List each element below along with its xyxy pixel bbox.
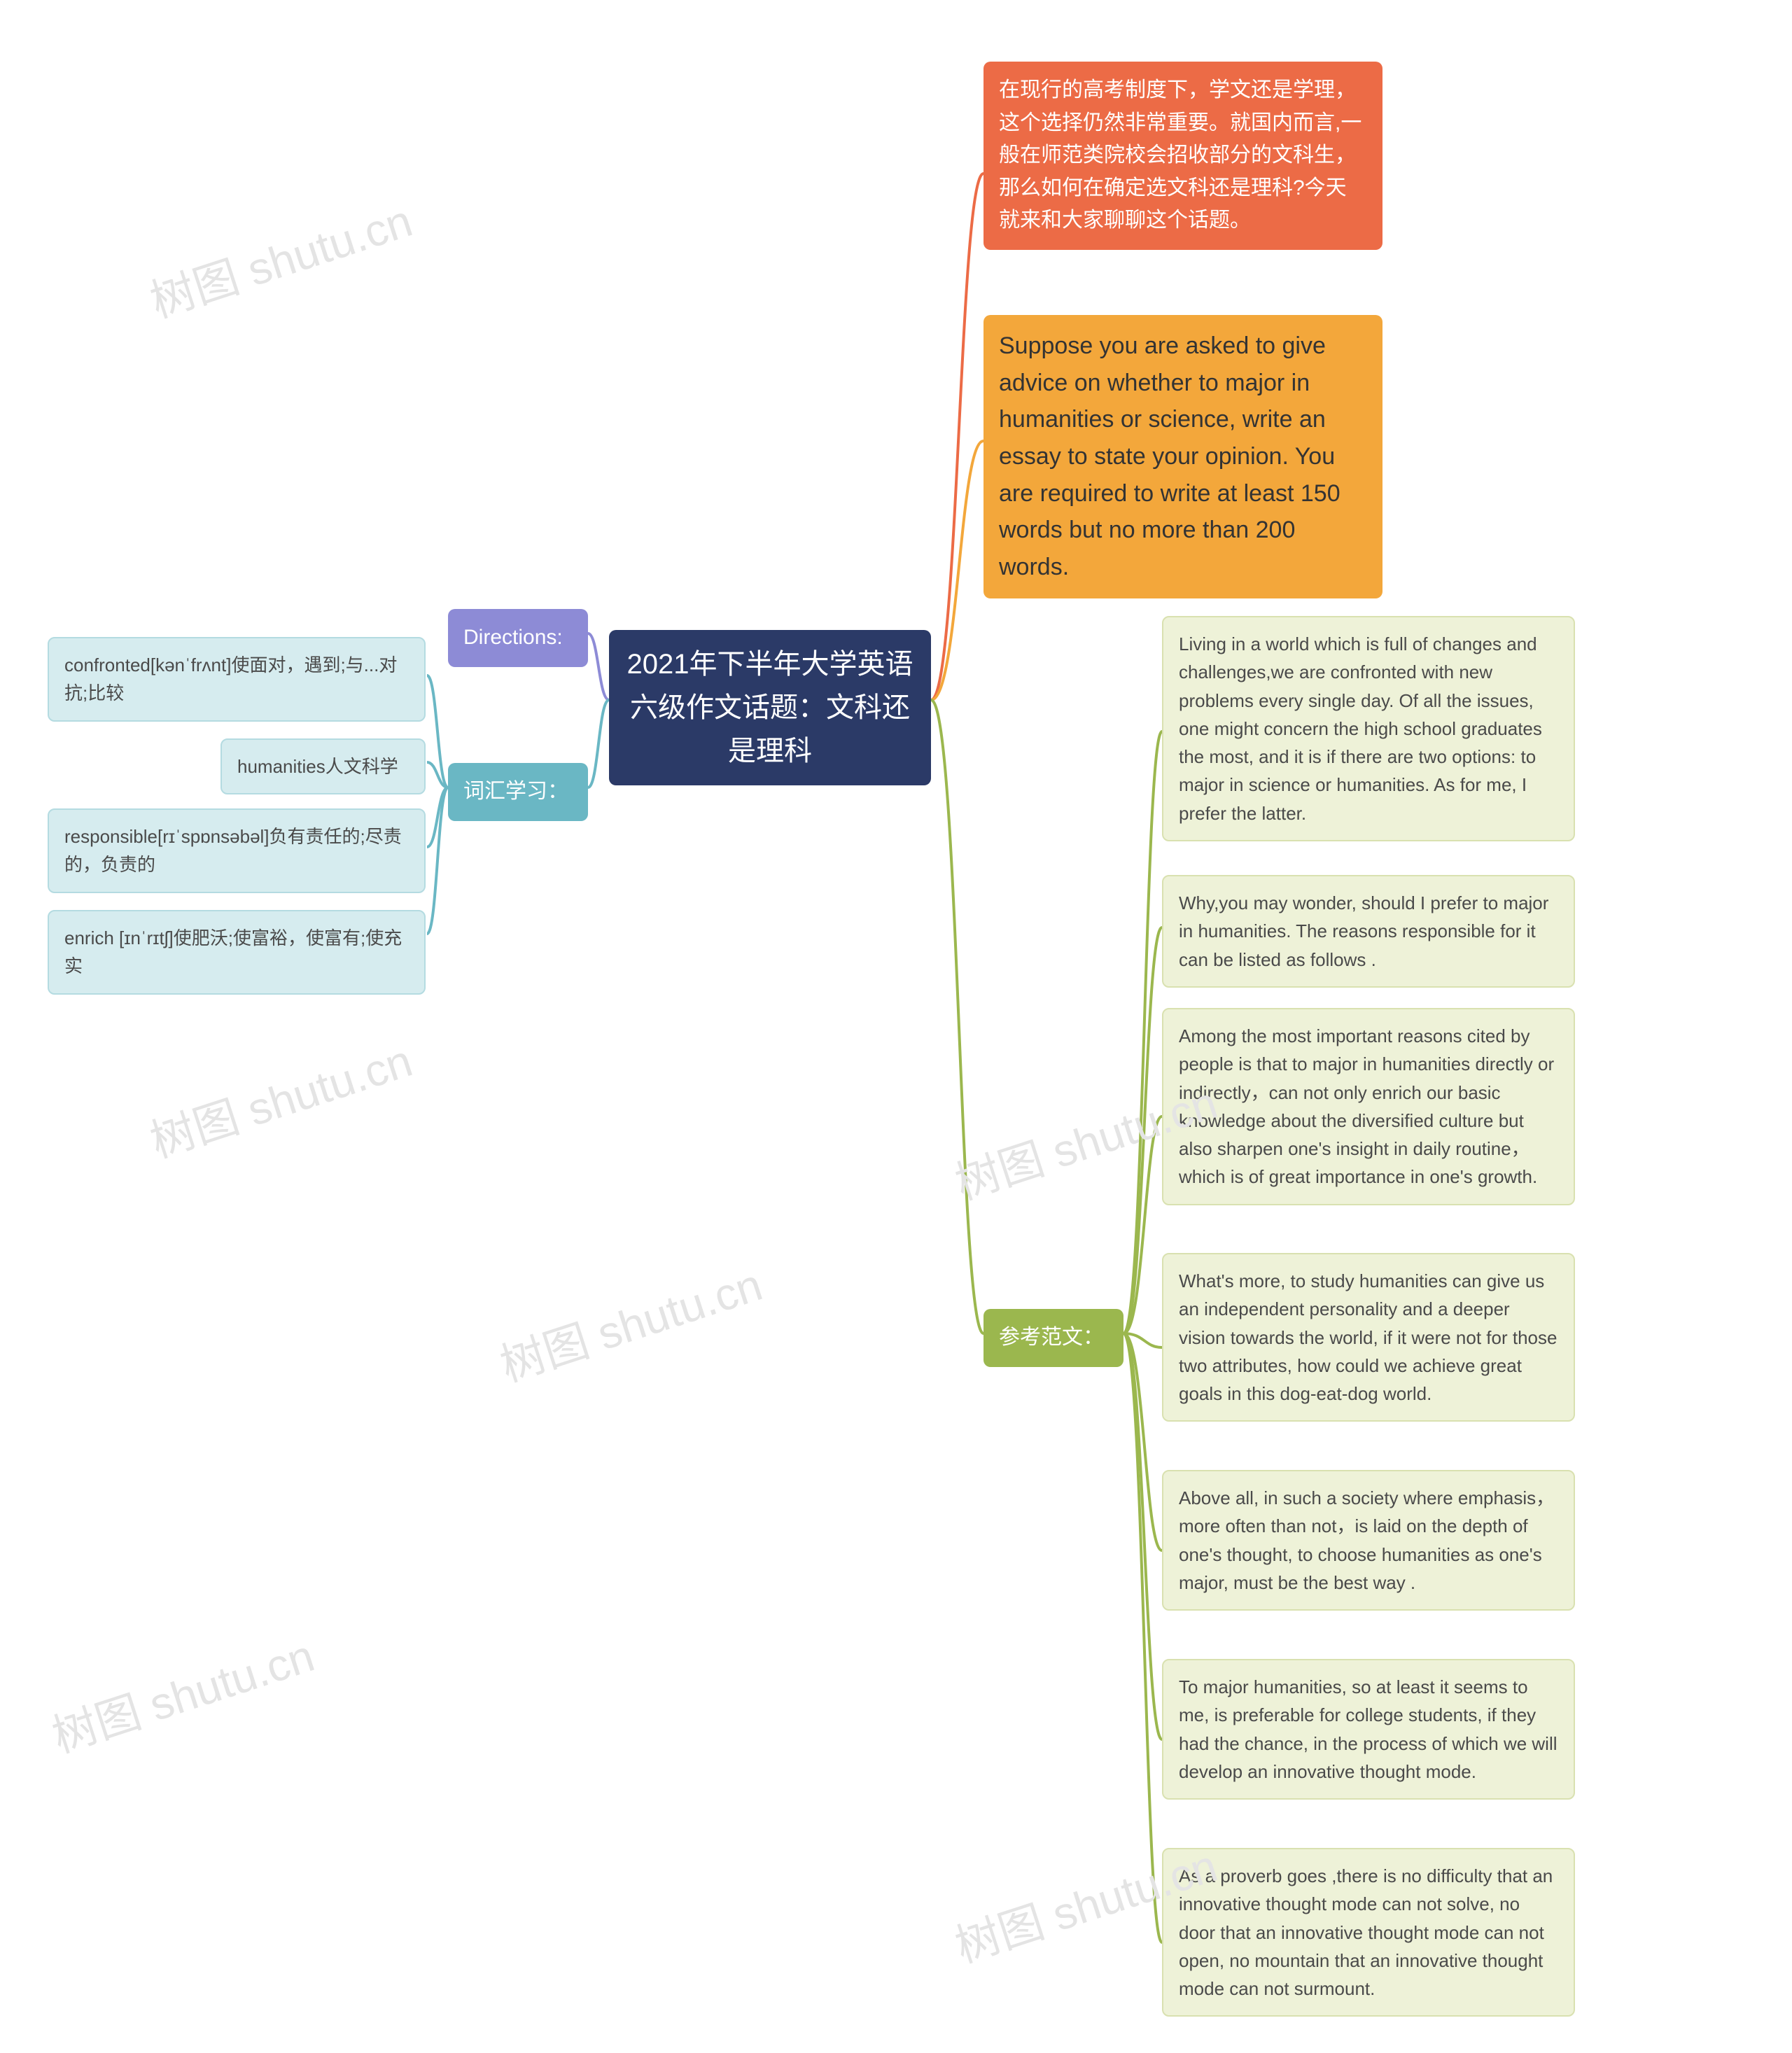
sample-paragraph[interactable]: What's more, to study humanities can giv…: [1162, 1253, 1575, 1422]
vocab-item[interactable]: humanities人文科学: [220, 738, 426, 794]
sample-paragraph-text: As a proverb goes ,there is no difficult…: [1179, 1865, 1553, 1999]
connector: [931, 700, 983, 1333]
connector: [1124, 731, 1162, 1333]
vocab-item-text: responsible[rɪˈspɒnsəbəl]负有责任的;尽责的，负责的: [64, 826, 402, 875]
vocab-item-text: humanities人文科学: [237, 756, 398, 777]
connector: [931, 441, 983, 700]
sample-paragraph-text: Among the most important reasons cited b…: [1179, 1025, 1554, 1187]
connector: [931, 174, 983, 700]
connector: [427, 787, 448, 847]
sample-paragraph[interactable]: Above all, in such a society where empha…: [1162, 1470, 1575, 1611]
connector: [1124, 1116, 1162, 1333]
connector: [1124, 1333, 1162, 1347]
vocab-item[interactable]: confronted[kənˈfrʌnt]使面对，遇到;与...对抗;比较: [48, 637, 426, 722]
vocab-label-text: 词汇学习：: [463, 780, 568, 803]
sample-paragraph[interactable]: Why,you may wonder, should I prefer to m…: [1162, 875, 1575, 988]
prompt-text: Suppose you are asked to give advice on …: [999, 332, 1340, 580]
connector: [588, 633, 609, 700]
sample-paragraph-text: Living in a world which is full of chang…: [1179, 633, 1542, 824]
sample-paragraph[interactable]: Living in a world which is full of chang…: [1162, 616, 1575, 841]
watermark: 树图 shutu.cn: [141, 185, 419, 330]
watermark: 树图 shutu.cn: [43, 1620, 321, 1765]
connector: [1124, 1333, 1162, 1942]
connector: [427, 787, 448, 934]
connector: [427, 762, 448, 787]
directions-node[interactable]: Directions:: [448, 609, 588, 667]
prompt-node[interactable]: Suppose you are asked to give advice on …: [983, 315, 1382, 598]
sample-paragraph-text: What's more, to study humanities can giv…: [1179, 1270, 1557, 1404]
sample-paragraph-text: To major humanities, so at least it seem…: [1179, 1676, 1558, 1782]
vocab-item-text: confronted[kənˈfrʌnt]使面对，遇到;与...对抗;比较: [64, 654, 397, 703]
watermark: 树图 shutu.cn: [141, 1025, 419, 1170]
sample-label-text: 参考范文：: [999, 1326, 1104, 1349]
intro-node[interactable]: 在现行的高考制度下，学文还是学理，这个选择仍然非常重要。就国内而言,一般在师范类…: [983, 62, 1382, 250]
sample-paragraph-text: Why,you may wonder, should I prefer to m…: [1179, 892, 1548, 970]
vocab-item[interactable]: responsible[rɪˈspɒnsəbəl]负有责任的;尽责的，负责的: [48, 808, 426, 893]
sample-paragraph[interactable]: To major humanities, so at least it seem…: [1162, 1659, 1575, 1800]
sample-label-node[interactable]: 参考范文：: [983, 1309, 1124, 1367]
sample-paragraph[interactable]: As a proverb goes ,there is no difficult…: [1162, 1848, 1575, 2017]
center-topic-text: 2021年下半年大学英语六级作文话题：文科还是理科: [627, 649, 913, 766]
connector: [588, 700, 609, 787]
directions-text: Directions:: [463, 626, 563, 649]
connector: [1124, 1333, 1162, 1739]
vocab-item-text: enrich [ɪnˈrɪtʃ]使肥沃;使富裕，使富有;使充实: [64, 927, 402, 976]
sample-paragraph[interactable]: Among the most important reasons cited b…: [1162, 1008, 1575, 1205]
vocab-label-node[interactable]: 词汇学习：: [448, 763, 588, 821]
connector: [1124, 927, 1162, 1333]
sample-paragraph-text: Above all, in such a society where empha…: [1179, 1487, 1554, 1593]
connector: [427, 675, 448, 787]
center-topic[interactable]: 2021年下半年大学英语六级作文话题：文科还是理科: [609, 630, 931, 785]
vocab-item[interactable]: enrich [ɪnˈrɪtʃ]使肥沃;使富裕，使富有;使充实: [48, 910, 426, 995]
connector: [1124, 1333, 1162, 1550]
watermark: 树图 shutu.cn: [491, 1249, 769, 1394]
intro-text: 在现行的高考制度下，学文还是学理，这个选择仍然非常重要。就国内而言,一般在师范类…: [999, 78, 1362, 232]
